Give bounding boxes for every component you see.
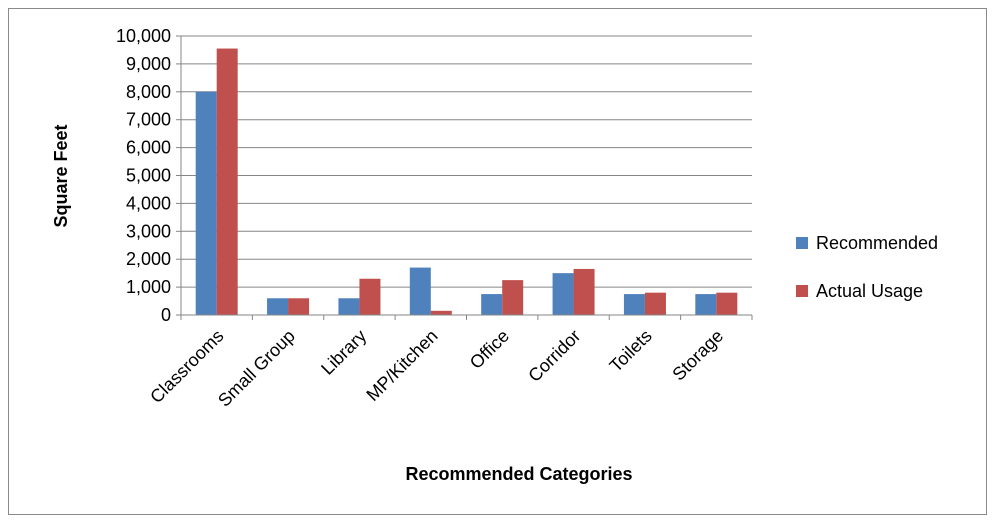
bar-recommended (267, 298, 289, 315)
bar-actual-usage (430, 310, 452, 315)
y-tick-label: 0 (161, 305, 171, 325)
x-tick-label: Corridor (524, 326, 584, 386)
bar-actual-usage (216, 48, 238, 316)
y-axis-title: Square Feet (51, 124, 71, 227)
bar-recommended (695, 294, 717, 315)
x-tick-label: Library (317, 326, 370, 379)
y-tick-label: 4,000 (126, 193, 171, 213)
y-tick-label: 5,000 (126, 166, 171, 186)
x-tick-label: Office (466, 326, 513, 373)
gridlines (176, 35, 752, 316)
bar-actual-usage (716, 292, 738, 315)
legend-swatch-recommended (796, 237, 808, 249)
legend-label-actual-usage: Actual Usage (816, 281, 923, 301)
x-tick-label: Toilets (606, 326, 656, 376)
y-tick-label: 2,000 (126, 249, 171, 269)
y-tick-label: 1,000 (126, 277, 171, 297)
y-tick-label: 8,000 (126, 82, 171, 102)
x-tick-label: Small Group (214, 326, 299, 411)
bar-actual-usage (573, 268, 595, 315)
bar-recommended (409, 267, 431, 315)
y-tick-label: 3,000 (126, 221, 171, 241)
legend: Recommended Actual Usage (796, 233, 938, 301)
x-tick-label: Storage (668, 326, 727, 385)
y-tick-label: 9,000 (126, 54, 171, 74)
bar-recommended (552, 273, 574, 315)
chart-area (8, 8, 987, 515)
bars (195, 48, 738, 316)
bar-actual-usage (644, 292, 666, 315)
x-tick-label: MP/Kitchen (362, 326, 441, 405)
x-axis-title: Recommended Categories (405, 464, 632, 484)
legend-swatch-actual-usage (796, 285, 808, 297)
bar-recommended (195, 91, 217, 315)
y-tick-label: 10,000 (116, 26, 171, 46)
bar-recommended (338, 298, 360, 315)
y-tick-label: 7,000 (126, 110, 171, 130)
y-tick-label: 6,000 (126, 138, 171, 158)
bar-actual-usage (502, 280, 524, 315)
bar-recommended (481, 294, 503, 315)
axes (176, 36, 753, 320)
bar-recommended (623, 294, 645, 315)
y-tick-labels: 0 1,000 2,000 3,000 4,000 5,000 6,000 7,000 8,00… (116, 26, 171, 325)
legend-label-recommended: Recommended (816, 233, 938, 253)
bar-actual-usage (359, 278, 381, 315)
bar-actual-usage (288, 298, 310, 315)
